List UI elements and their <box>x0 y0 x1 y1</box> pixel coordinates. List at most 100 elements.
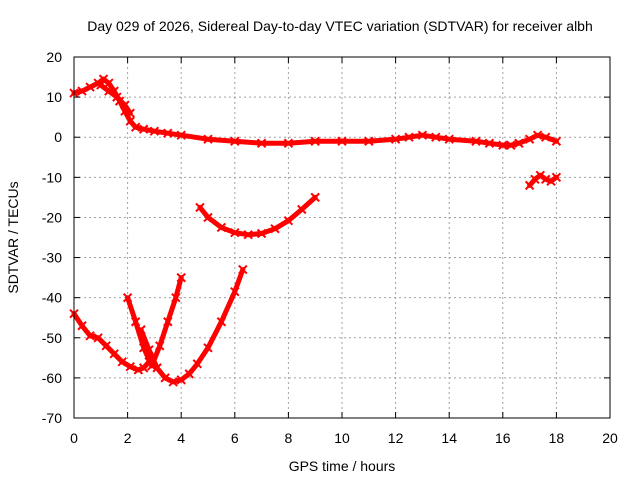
data-point <box>136 325 146 335</box>
data-point <box>133 365 144 375</box>
data-point <box>230 286 240 297</box>
series-late-segment <box>524 170 562 191</box>
grid-lines <box>74 57 610 418</box>
data-point <box>85 331 95 341</box>
data-point <box>163 317 173 327</box>
x-tick-label: 6 <box>231 430 239 446</box>
data-point <box>540 132 551 142</box>
data-point <box>184 369 194 379</box>
y-tick-label: 20 <box>46 49 62 65</box>
data-point <box>256 228 267 239</box>
series-secondary-branch <box>96 80 135 118</box>
series-line <box>71 76 559 148</box>
data-point <box>310 136 320 146</box>
y-axis-label: SDTVAR / TECUs <box>5 181 21 293</box>
data-point <box>540 174 551 185</box>
data-point <box>230 136 240 146</box>
data-point <box>484 138 495 148</box>
y-tick-label: 10 <box>46 89 62 105</box>
data-point <box>122 292 133 303</box>
data-point <box>117 357 127 367</box>
data-point <box>390 134 401 144</box>
y-tick-label: -10 <box>42 169 62 185</box>
data-point <box>310 192 320 203</box>
y-tick-label: 0 <box>54 129 62 145</box>
data-point <box>238 264 248 275</box>
x-tick-label: 10 <box>334 430 350 446</box>
data-point <box>77 321 87 331</box>
data-point <box>524 134 535 144</box>
x-tick-label: 16 <box>495 430 511 446</box>
data-point <box>551 136 562 146</box>
data-point <box>444 134 454 144</box>
data-point <box>203 134 213 144</box>
data-point <box>506 140 516 150</box>
data-point <box>256 138 267 148</box>
data-point <box>203 343 213 353</box>
data-point <box>471 136 481 146</box>
data-point <box>283 215 294 226</box>
data-point <box>149 126 160 136</box>
series-low-decline <box>69 309 154 375</box>
x-tick-label: 20 <box>602 430 618 446</box>
data-point <box>171 292 181 303</box>
data-point <box>230 227 240 238</box>
data-point <box>337 136 347 146</box>
data-point <box>216 222 227 233</box>
data-point <box>551 172 562 183</box>
data-point <box>160 373 170 383</box>
data-point <box>104 78 114 88</box>
y-tick-label: -20 <box>42 209 62 225</box>
data-point <box>85 82 95 92</box>
data-point <box>144 345 154 355</box>
x-tick-label: 2 <box>124 430 132 446</box>
data-point <box>216 317 227 327</box>
data-point <box>404 132 414 142</box>
data-point <box>176 272 186 283</box>
data-point <box>130 122 141 132</box>
data-point <box>104 86 114 96</box>
x-tick-label: 12 <box>388 430 404 446</box>
series-line <box>138 267 246 385</box>
data-point <box>93 333 103 343</box>
data-point <box>163 128 173 138</box>
data-point <box>270 223 280 234</box>
data-point <box>109 349 119 359</box>
x-tick-label: 18 <box>549 430 565 446</box>
y-tick-label: -40 <box>42 290 62 306</box>
series-arc-mid <box>195 192 320 240</box>
x-tick-label: 8 <box>285 430 293 446</box>
data-point <box>176 375 186 385</box>
data-point <box>77 86 87 96</box>
data-point <box>125 108 135 118</box>
data-point <box>112 92 122 102</box>
series-line <box>197 194 318 238</box>
data-point <box>243 229 253 240</box>
x-tick-label: 4 <box>177 430 185 446</box>
data-point <box>155 341 165 351</box>
x-axis-ticks: 0 2 4 6 8 10 12 14 16 18 20 <box>70 57 618 446</box>
series-low-rise <box>122 272 186 371</box>
data-point <box>125 361 135 372</box>
y-tick-label: -60 <box>42 370 62 386</box>
data-point <box>176 130 186 140</box>
chart-title: Day 029 of 2026, Sidereal Day-to-day VTE… <box>87 18 593 34</box>
x-tick-label: 14 <box>441 430 457 446</box>
data-point <box>297 204 307 215</box>
y-tick-label: -70 <box>42 410 62 426</box>
data-point <box>168 377 178 387</box>
data-point <box>364 136 374 146</box>
data-point <box>417 130 428 140</box>
series-low-arc <box>136 264 248 387</box>
data-point <box>203 212 213 223</box>
data-point <box>120 100 130 110</box>
data-point <box>195 202 205 213</box>
data-point <box>498 140 508 150</box>
data-point <box>532 130 543 140</box>
data-point <box>514 138 524 148</box>
y-tick-label: -30 <box>42 250 62 266</box>
x-tick-label: 0 <box>70 430 78 446</box>
data-series <box>69 74 562 387</box>
x-axis-label: GPS time / hours <box>289 458 396 474</box>
